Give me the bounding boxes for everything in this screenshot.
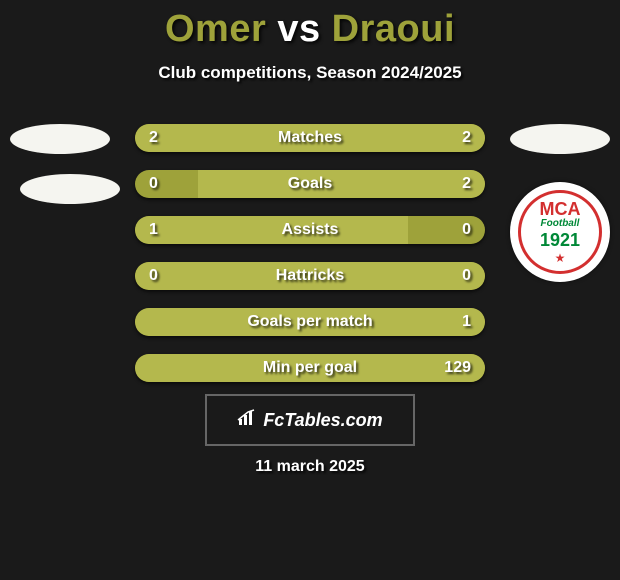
- crest-ring: MCA Football 1921 ★: [510, 182, 610, 282]
- stat-value-left: 1: [149, 216, 158, 244]
- stat-value-right: 2: [462, 124, 471, 152]
- player-left-placeholder-1: [10, 124, 110, 154]
- subtitle: Club competitions, Season 2024/2025: [0, 63, 620, 83]
- stat-label: Assists: [135, 216, 485, 244]
- bar-chart-icon: [237, 409, 257, 432]
- stat-row: Min per goal129: [135, 354, 485, 382]
- stat-value-right: 129: [444, 354, 471, 382]
- stat-value-right: 0: [462, 262, 471, 290]
- stat-value-left: 0: [149, 170, 158, 198]
- crest-star-icon: ★: [555, 251, 566, 265]
- club-crest: MCA Football 1921 ★: [510, 182, 610, 282]
- stat-value-right: 0: [462, 216, 471, 244]
- stat-value-left: 0: [149, 262, 158, 290]
- watermark[interactable]: FcTables.com: [205, 394, 415, 446]
- stat-label: Goals: [135, 170, 485, 198]
- stat-label: Hattricks: [135, 262, 485, 290]
- stat-value-left: 2: [149, 124, 158, 152]
- comparison-chart: Matches22Goals02Assists10Hattricks00Goal…: [135, 124, 485, 400]
- title-right: Draoui: [332, 8, 455, 50]
- crest-line3: 1921: [540, 231, 580, 249]
- title-vs: vs: [277, 8, 320, 50]
- stat-value-right: 2: [462, 170, 471, 198]
- stat-label: Matches: [135, 124, 485, 152]
- player-left-placeholder-2: [20, 174, 120, 204]
- stat-label: Min per goal: [135, 354, 485, 382]
- stat-row: Assists1 0: [135, 216, 485, 244]
- crest-line2: Football: [541, 219, 580, 229]
- crest-inner: MCA Football 1921 ★: [518, 190, 602, 274]
- title-left: Omer: [165, 8, 266, 50]
- crest-line1: MCA: [540, 200, 581, 218]
- page-title: Omer vs Draoui: [0, 0, 620, 51]
- watermark-text: FcTables.com: [263, 410, 382, 431]
- stat-row: Goals0 2: [135, 170, 485, 198]
- date-text: 11 march 2025: [0, 458, 620, 476]
- player-right-placeholder: [510, 124, 610, 154]
- stat-row: Matches2 2: [135, 124, 485, 152]
- stat-row: Hattricks0 0: [135, 262, 485, 290]
- stat-label: Goals per match: [135, 308, 485, 336]
- stat-row: Goals per match1: [135, 308, 485, 336]
- stat-value-right: 1: [462, 308, 471, 336]
